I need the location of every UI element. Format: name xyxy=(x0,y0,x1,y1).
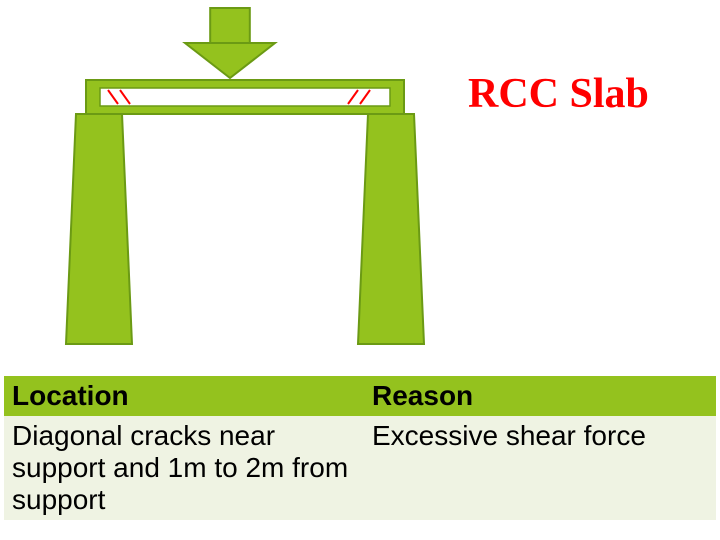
load-arrow xyxy=(185,8,275,78)
table-cell: Diagonal cracks near support and 1m to 2… xyxy=(4,416,364,520)
beam-slot xyxy=(100,88,390,106)
slab-diagram xyxy=(0,0,720,370)
table-header: Reason xyxy=(364,376,716,416)
table-row: Diagonal cracks near support and 1m to 2… xyxy=(4,416,716,520)
table-cell: Excessive shear force xyxy=(364,416,716,520)
diagram-title: RCC Slab xyxy=(468,70,649,118)
crack-info-table: LocationReason Diagonal cracks near supp… xyxy=(4,376,716,520)
right-column xyxy=(358,114,424,344)
table-header: Location xyxy=(4,376,364,416)
left-column xyxy=(66,114,132,344)
